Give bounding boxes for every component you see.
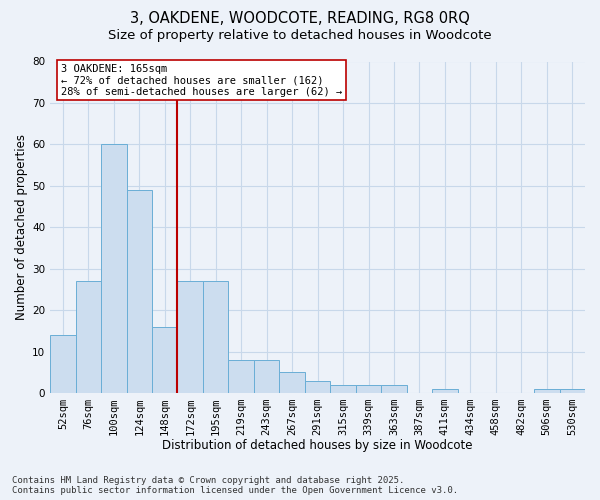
Bar [203,281,229,393]
Bar [50,335,76,393]
Bar [178,281,203,393]
Bar [76,281,101,393]
Text: Contains HM Land Registry data © Crown copyright and database right 2025.
Contai: Contains HM Land Registry data © Crown c… [12,476,458,495]
Text: 3 OAKDENE: 165sqm
← 72% of detached houses are smaller (162)
28% of semi-detache: 3 OAKDENE: 165sqm ← 72% of detached hous… [61,64,342,97]
Bar [356,384,381,393]
Bar [331,384,356,393]
Text: Size of property relative to detached houses in Woodcote: Size of property relative to detached ho… [108,29,492,42]
Bar [432,389,458,393]
Text: 3, OAKDENE, WOODCOTE, READING, RG8 0RQ: 3, OAKDENE, WOODCOTE, READING, RG8 0RQ [130,11,470,26]
Bar [305,380,331,393]
Bar [127,190,152,393]
X-axis label: Distribution of detached houses by size in Woodcote: Distribution of detached houses by size … [163,440,473,452]
Bar [560,389,585,393]
Bar [381,384,407,393]
Bar [254,360,280,393]
Bar [101,144,127,393]
Bar [534,389,560,393]
Bar [152,326,178,393]
Y-axis label: Number of detached properties: Number of detached properties [15,134,28,320]
Bar [280,372,305,393]
Bar [229,360,254,393]
